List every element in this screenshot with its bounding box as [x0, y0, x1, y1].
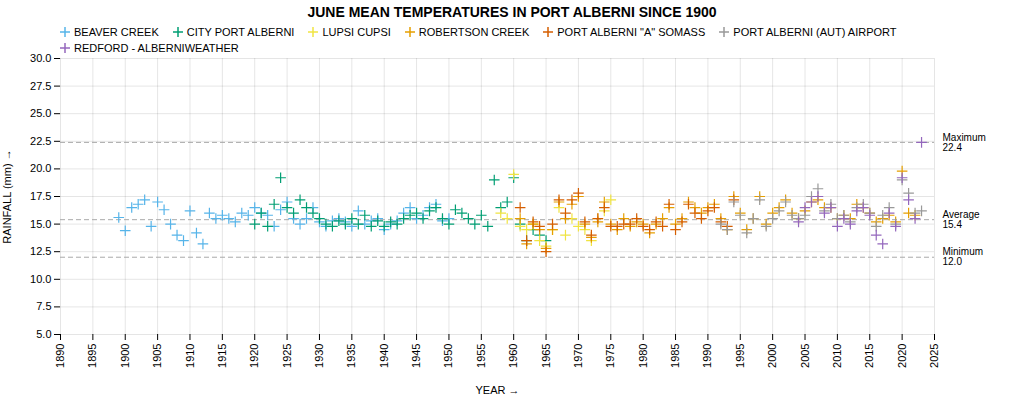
html-text:PORT ALBERNI "A" SOMASS: PORT ALBERNI "A" SOMASS	[557, 26, 706, 38]
svg-text:1990: 1990	[701, 344, 713, 368]
svg-text:7.5: 7.5	[36, 300, 51, 312]
svg-text:1960: 1960	[507, 344, 519, 368]
svg-text:1975: 1975	[604, 344, 616, 368]
svg-text:1915: 1915	[216, 344, 228, 368]
svg-text:12.5: 12.5	[30, 245, 51, 257]
svg-text:1950: 1950	[442, 344, 454, 368]
svg-text:25.0: 25.0	[30, 107, 51, 119]
svg-text:1895: 1895	[86, 344, 98, 368]
svg-text:22.5: 22.5	[30, 135, 51, 147]
svg-text:1965: 1965	[540, 344, 552, 368]
svg-text:1925: 1925	[281, 344, 293, 368]
html-text:PORT ALBERNI (AUT) AIRPORT: PORT ALBERNI (AUT) AIRPORT	[733, 26, 897, 38]
svg-text:1900: 1900	[119, 344, 131, 368]
svg-text:YEAR →: YEAR →	[475, 384, 519, 396]
svg-text:10.0: 10.0	[30, 273, 51, 285]
svg-text:20.0: 20.0	[30, 162, 51, 174]
html-text:CITY PORT ALBERNI: CITY PORT ALBERNI	[186, 26, 295, 38]
svg-text:1945: 1945	[410, 344, 422, 368]
svg-text:1980: 1980	[637, 344, 649, 368]
svg-text:1955: 1955	[475, 344, 487, 368]
html-text:REDFORD - ALBERNIWEATHER: REDFORD - ALBERNIWEATHER	[74, 42, 239, 54]
svg-text:1890: 1890	[54, 344, 66, 368]
svg-text:17.5: 17.5	[30, 190, 51, 202]
svg-text:2020: 2020	[896, 344, 908, 368]
svg-text:RAINFALL (mm) →: RAINFALL (mm) →	[1, 149, 13, 243]
svg-text:Average15.4: Average15.4	[943, 209, 981, 230]
svg-text:1985: 1985	[669, 344, 681, 368]
svg-text:1995: 1995	[734, 344, 746, 368]
html-text:JUNE MEAN TEMPERATURES IN PORT: JUNE MEAN TEMPERATURES IN PORT ALBERNI S…	[307, 4, 717, 20]
svg-text:Maximum22.4: Maximum22.4	[943, 132, 986, 153]
svg-text:2005: 2005	[799, 344, 811, 368]
html-text:ROBERTSON CREEK: ROBERTSON CREEK	[418, 26, 530, 38]
html-text:BEAVER CREEK: BEAVER CREEK	[74, 26, 159, 38]
svg-text:1910: 1910	[184, 344, 196, 368]
svg-text:2025: 2025	[928, 344, 940, 368]
svg-text:15.0: 15.0	[30, 218, 51, 230]
svg-text:1920: 1920	[248, 344, 260, 368]
svg-text:5.0: 5.0	[36, 328, 51, 340]
svg-text:1970: 1970	[572, 344, 584, 368]
svg-text:27.5: 27.5	[30, 80, 51, 92]
html-text:LUPSI CUPSI: LUPSI CUPSI	[322, 26, 391, 38]
svg-text:1940: 1940	[378, 344, 390, 368]
svg-text:30.0: 30.0	[30, 52, 51, 64]
svg-text:1930: 1930	[313, 344, 325, 368]
svg-text:1905: 1905	[151, 344, 163, 368]
svg-text:2010: 2010	[831, 344, 843, 368]
svg-text:Minimum12.0: Minimum12.0	[943, 246, 984, 267]
svg-text:2015: 2015	[863, 344, 875, 368]
svg-text:2000: 2000	[766, 344, 778, 368]
svg-text:1935: 1935	[345, 344, 357, 368]
